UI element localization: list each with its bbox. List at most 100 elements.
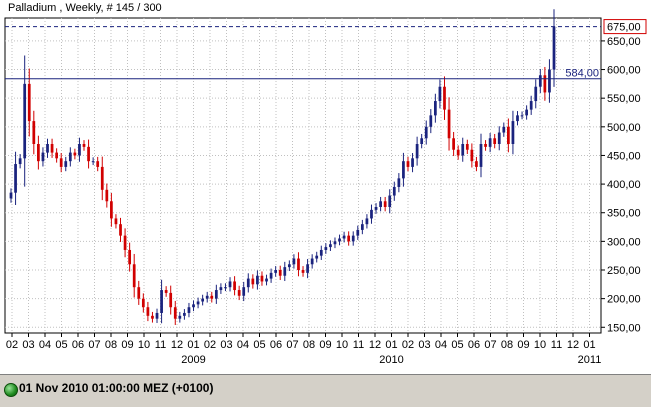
x-tick-label: 04 — [237, 339, 249, 351]
candle-body — [433, 101, 437, 116]
candle-body — [402, 161, 405, 179]
candle-body — [315, 255, 319, 259]
axes: 150,00 200,00 250,00 300,00 350,00 400,00 450,… — [5, 19, 647, 366]
candle-body — [100, 166, 104, 190]
candle-body — [87, 146, 90, 162]
candle-body — [96, 161, 100, 167]
candle-body — [256, 275, 259, 285]
candle-body — [27, 83, 31, 122]
y-tick-label: 650,00 — [607, 36, 641, 48]
candle-body — [329, 244, 332, 248]
candle-body — [415, 144, 419, 159]
candle-body — [219, 287, 223, 291]
candle-body — [351, 235, 355, 242]
y-tick-label: 400,00 — [607, 179, 641, 191]
candle-body — [187, 307, 191, 313]
candle-body — [465, 144, 469, 150]
x-tick-label: 12 — [567, 339, 579, 351]
candle-body — [538, 75, 542, 87]
candle-body — [246, 278, 250, 288]
grid — [4, 17, 602, 334]
candle-body — [338, 238, 341, 242]
x-tick-label: 06 — [468, 339, 480, 351]
candle-body — [91, 161, 95, 163]
candle-body — [507, 126, 510, 144]
status-timestamp: 01 Nov 2010 01:00:00 MEZ (+0100) — [19, 381, 214, 395]
candle-body — [64, 161, 68, 167]
candle-body — [110, 201, 113, 219]
candle-body — [429, 115, 433, 127]
candle-body — [292, 258, 296, 265]
x-tick-label: 03 — [418, 339, 430, 351]
candle-body — [224, 287, 227, 289]
candle-body — [283, 267, 287, 276]
candle-body — [497, 132, 501, 144]
x-tick-label: 10 — [138, 339, 150, 351]
candle-body — [274, 270, 278, 273]
x-year-label: 2009 — [181, 354, 205, 366]
candle-body — [443, 86, 446, 110]
candle-body — [420, 138, 424, 144]
x-tick-label: 02 — [204, 339, 216, 351]
x-tick-label: 08 — [303, 339, 315, 351]
x-tick-label: 02 — [402, 339, 414, 351]
candle-body — [493, 138, 497, 144]
candle-body — [151, 315, 154, 319]
x-tick-label: 11 — [353, 339, 364, 351]
y-tick-label: 250,00 — [607, 265, 641, 277]
candle-body — [155, 312, 159, 319]
candle-body — [260, 275, 264, 282]
candle-body — [78, 144, 81, 156]
candle-body — [59, 158, 63, 167]
x-tick-label: 05 — [451, 339, 463, 351]
candle-body — [406, 161, 410, 167]
x-tick-label: 04 — [39, 339, 51, 351]
candle-body — [333, 241, 337, 245]
candle-body — [214, 290, 218, 299]
candle-body — [511, 121, 515, 144]
candle-body — [374, 207, 378, 210]
y-tick-label: 600,00 — [607, 65, 641, 77]
candle-body — [548, 69, 551, 93]
x-tick-label: 11 — [155, 339, 166, 351]
x-tick-label: 12 — [171, 339, 183, 351]
x-tick-label: 02 — [6, 339, 18, 351]
candle-body — [534, 86, 538, 102]
candle-body — [18, 158, 22, 165]
candle-body — [128, 249, 132, 265]
candle-body — [342, 235, 346, 239]
candle-body — [205, 295, 209, 299]
candle-body — [9, 192, 13, 199]
candle-body — [183, 312, 186, 316]
x-tick-label: 05 — [55, 339, 67, 351]
candle-body — [520, 115, 524, 117]
candle-body — [411, 158, 414, 167]
y-tick-label: 550,00 — [607, 93, 641, 105]
candle-body — [23, 83, 27, 159]
candle-body — [543, 75, 547, 93]
y-tick-label: 150,00 — [607, 322, 641, 334]
candle-body — [360, 224, 364, 230]
candle-body — [251, 278, 255, 285]
candle-body — [278, 270, 282, 276]
candle-body — [160, 290, 163, 313]
candle-body — [68, 152, 72, 162]
x-tick-label: 08 — [105, 339, 117, 351]
candle-body — [73, 152, 77, 156]
x-tick-label: 07 — [286, 339, 298, 351]
candle-body — [502, 126, 506, 133]
candle-body — [114, 218, 118, 225]
candle-body — [370, 209, 373, 219]
candles — [9, 9, 556, 325]
chart-area: Palladium , Weekly, # 145 / 300 150,00 20… — [0, 0, 651, 374]
candle-body — [347, 235, 351, 242]
candle-body — [41, 152, 45, 162]
y-tick-label: 450,00 — [607, 150, 641, 162]
candle-body — [105, 189, 109, 202]
price-chart: Palladium , Weekly, # 145 / 300 150,00 20… — [4, 2, 647, 366]
candle-body — [356, 229, 360, 236]
candle-body — [141, 298, 145, 308]
candle-body — [228, 281, 232, 288]
candle-body — [37, 144, 40, 162]
candle-body — [55, 152, 58, 159]
